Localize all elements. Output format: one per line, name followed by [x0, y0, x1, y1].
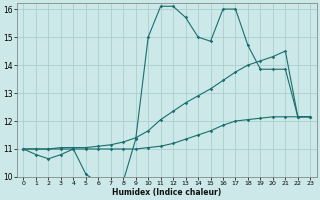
X-axis label: Humidex (Indice chaleur): Humidex (Indice chaleur) — [112, 188, 221, 197]
